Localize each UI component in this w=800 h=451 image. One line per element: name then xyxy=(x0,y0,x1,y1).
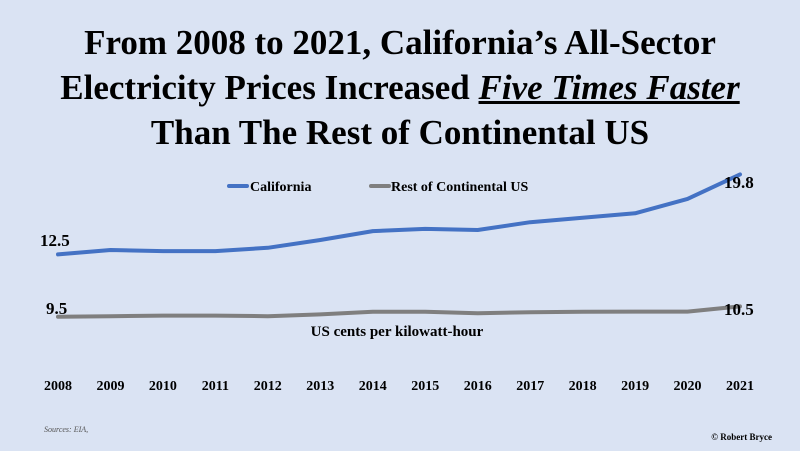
annotation-rest-of-us-start: 9.5 xyxy=(46,299,67,318)
annotation-rest-of-us-end: 10.5 xyxy=(724,300,754,319)
chart-title: From 2008 to 2021, California’s All-Sect… xyxy=(0,20,800,155)
x-tick-label: 2009 xyxy=(97,379,125,394)
title-line-2-text: Electricity Prices Increased xyxy=(60,68,479,107)
x-tick-label: 2019 xyxy=(621,379,649,394)
credit-label: © Robert Bryce xyxy=(711,432,772,442)
x-tick-label: 2016 xyxy=(464,379,492,394)
series-layer xyxy=(56,172,742,319)
x-tick-label: 2008 xyxy=(44,379,72,394)
x-tick-label: 2021 xyxy=(726,379,754,394)
title-line-2: Electricity Prices Increased Five Times … xyxy=(0,65,800,110)
x-tick-label: 2011 xyxy=(202,379,229,394)
x-tick-label: 2015 xyxy=(411,379,439,394)
title-line-1: From 2008 to 2021, California’s All-Sect… xyxy=(84,23,716,62)
x-tick-label: 2020 xyxy=(674,379,702,394)
annotation-california-end: 19.8 xyxy=(724,173,754,192)
x-tick-label: 2013 xyxy=(306,379,334,394)
x-tick-label: 2014 xyxy=(359,379,387,394)
unit-label: US cents per kilowatt-hour xyxy=(311,324,484,340)
legend-label-rest-of-us: Rest of Continental US xyxy=(391,180,528,195)
x-tick-label: 2018 xyxy=(569,379,597,394)
x-tick-label: 2017 xyxy=(516,379,544,394)
x-tick-label: 2012 xyxy=(254,379,282,394)
series-line-california xyxy=(56,172,742,257)
source-note: Sources: EIA, xyxy=(44,425,89,434)
annotation-california-start: 12.5 xyxy=(40,231,70,250)
series-line-rest-of-us xyxy=(56,304,742,319)
legend-label-california: California xyxy=(250,180,311,195)
title-line-3: Than The Rest of Continental US xyxy=(150,113,650,152)
x-axis-labels: 2008 2009 2010 2011 2012 2013 2014 2015 2016 2017… xyxy=(44,379,754,394)
legend: California Rest of Continental US xyxy=(227,180,528,195)
x-tick-label: 2010 xyxy=(149,379,177,394)
title-emphasis: Five Times Faster xyxy=(478,68,740,107)
